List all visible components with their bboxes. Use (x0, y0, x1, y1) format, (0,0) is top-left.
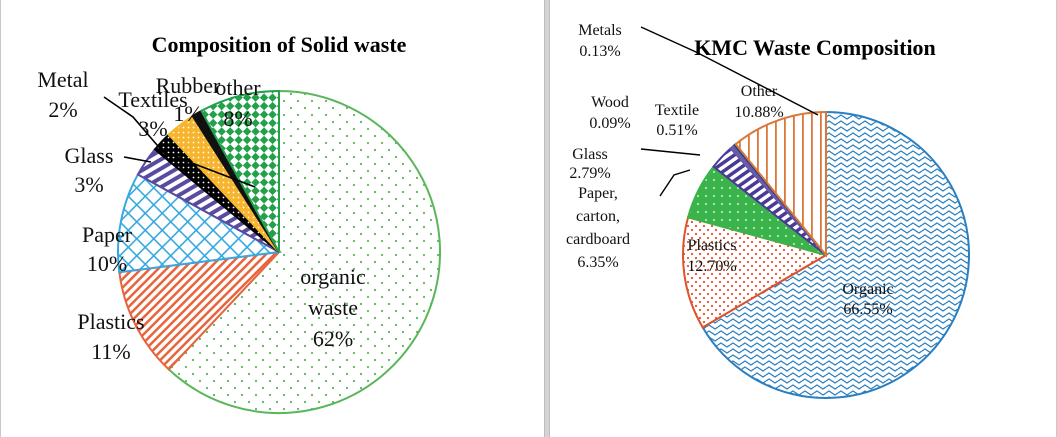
slice-label-other: other 8% (215, 75, 261, 131)
chart-title: Composition of Solid waste (152, 32, 407, 57)
slice-label-glass: Glass 2.79% (569, 146, 610, 182)
kmc-waste-pie-chart: KMC Waste Composition Organic 66.55% Plast… (566, 22, 970, 399)
pie-slice-plastics (118, 250, 282, 371)
slice-label-other: Other 10.88% (734, 83, 783, 121)
leader-line-glass (640, 148, 701, 156)
slice-label-metal: Metal 2% (37, 67, 88, 122)
pie-slice-organic-waste (167, 89, 441, 414)
slice-label-organic: Organic 66.55% (842, 281, 893, 318)
pie-slice-other (200, 89, 280, 253)
pie-slice-organic (701, 110, 970, 399)
left-chart-panel: Composition of Solid waste organic waste 6… (0, 0, 441, 437)
pie-slice-other (734, 110, 827, 258)
right-chart-panel: KMC Waste Composition Organic 66.55% Plast… (550, 0, 1057, 437)
panel-divider (544, 0, 550, 437)
solid-waste-pie-chart: Composition of Solid waste organic waste 6… (37, 32, 441, 414)
slice-label-glass: Glass 3% (65, 143, 114, 197)
slice-label-plastics: Plastics 11% (77, 309, 144, 364)
leader-line-glass (123, 156, 152, 163)
leader-line-metals (640, 26, 819, 116)
leader-line-metal (103, 96, 256, 188)
slice-label-paper: Paper 10% (82, 222, 133, 276)
chart-title: KMC Waste Composition (694, 35, 936, 60)
pie-slice-paper (117, 173, 283, 274)
slice-label-textiles: Textiles 3% (118, 87, 187, 141)
slice-label-paper-carton-cardboard: Paper, carton, cardboard 6.35% (566, 185, 630, 271)
pie-slice-plastics (682, 216, 829, 329)
slice-label-rubber: Rubber 1% (156, 73, 221, 126)
slice-label-plastics: Plastics 12.70% (687, 237, 736, 275)
leader-line-paper (659, 169, 691, 197)
slice-label-metals: Metals 0.13% (578, 22, 622, 60)
slice-label-organic-waste: organic waste 62% (300, 264, 366, 351)
slice-label-textile: Textile 0.51% (655, 102, 699, 139)
slice-label-wood: Wood 0.09% (589, 94, 630, 132)
